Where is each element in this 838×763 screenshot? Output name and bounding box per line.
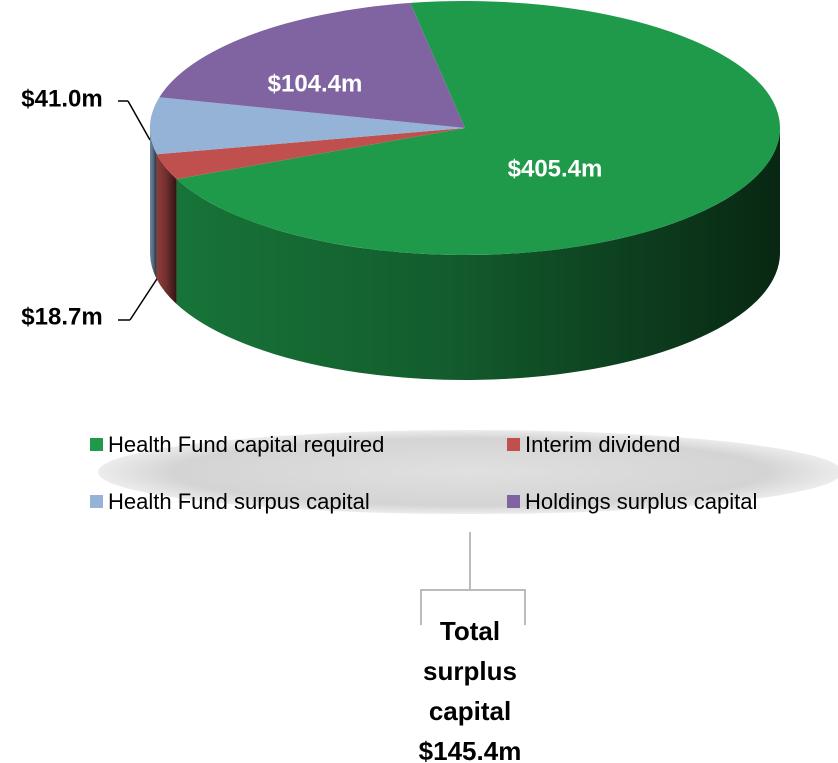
annotation-text: Total bbox=[440, 616, 500, 646]
pie-slice-side bbox=[156, 154, 177, 305]
legend-swatch bbox=[507, 495, 520, 508]
pie-slice bbox=[159, 2, 465, 129]
data-label: $18.7m bbox=[21, 303, 102, 330]
legend-background bbox=[98, 430, 838, 514]
pie-slice bbox=[150, 97, 465, 155]
legend-label: Health Fund capital required bbox=[108, 432, 384, 457]
annotation-text: capital bbox=[429, 696, 511, 726]
legend-label: Health Fund surpus capital bbox=[108, 489, 370, 514]
legend-label: Interim dividend bbox=[525, 432, 680, 457]
data-label: $405.4m bbox=[508, 155, 603, 182]
pie-slice-side bbox=[176, 128, 781, 380]
legend-swatch bbox=[90, 495, 103, 508]
annotation-bracket bbox=[420, 589, 526, 625]
legend-swatch bbox=[90, 438, 103, 451]
annotation-text: surplus bbox=[423, 656, 517, 686]
leader-line bbox=[127, 100, 151, 141]
data-label: $104.4m bbox=[268, 70, 363, 97]
data-label: $41.0m bbox=[21, 85, 102, 112]
annotation-text: $145.4m bbox=[419, 736, 522, 763]
pie-slice bbox=[176, 0, 781, 256]
legend-label: Holdings surplus capital bbox=[525, 489, 757, 514]
pie-slice bbox=[156, 128, 465, 180]
pie-slice-side bbox=[150, 128, 157, 280]
legend-swatch bbox=[507, 438, 520, 451]
